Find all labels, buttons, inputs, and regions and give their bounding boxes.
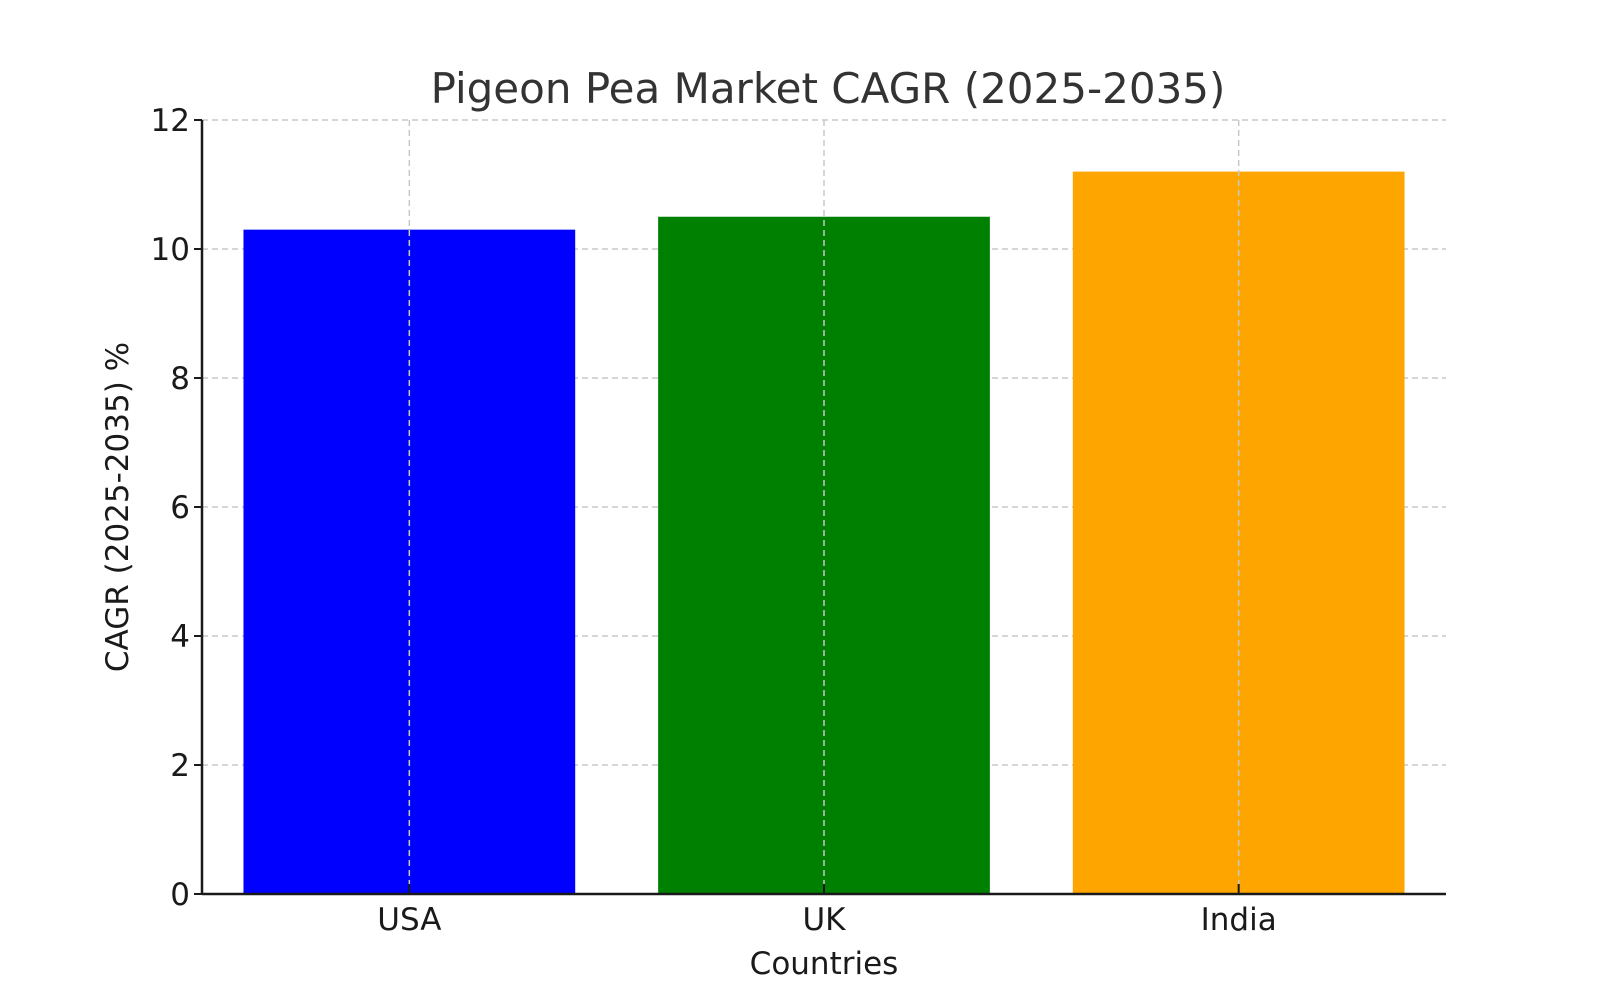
y-tick-label: 12 xyxy=(151,103,190,139)
x-axis-ticks: USA UK India xyxy=(377,884,1277,938)
x-axis-title: Countries xyxy=(750,946,899,982)
x-tick-label-uk: UK xyxy=(802,902,846,938)
y-tick-label: 0 xyxy=(170,877,190,913)
bars xyxy=(243,120,1405,895)
y-tick-label: 10 xyxy=(151,232,190,268)
y-axis-ticks: 0 2 4 6 8 10 12 xyxy=(151,103,202,913)
y-tick-label: 8 xyxy=(170,361,190,397)
y-tick-label: 4 xyxy=(170,619,190,655)
x-tick-label-usa: USA xyxy=(377,902,441,938)
x-tick-label-india: India xyxy=(1201,902,1277,938)
y-axis-title: CAGR (2025-2035) % xyxy=(100,342,136,672)
chart-title: Pigeon Pea Market CAGR (2025-2035) xyxy=(431,64,1226,113)
y-tick-label: 6 xyxy=(170,490,190,526)
y-tick-label: 2 xyxy=(170,748,190,784)
